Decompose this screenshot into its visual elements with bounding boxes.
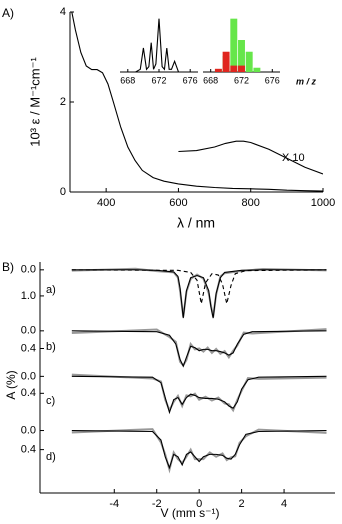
x-tick-label: 400 [97, 197, 115, 209]
panel-label: B) [2, 260, 14, 274]
x-tick-label: -2 [152, 498, 162, 510]
x-tick-label: 672 [234, 75, 249, 85]
y-tick-label: 1.0 [21, 290, 36, 302]
line [71, 330, 327, 368]
bar [245, 51, 253, 72]
x-tick-label: 600 [169, 197, 187, 209]
bar [214, 68, 222, 72]
line [71, 375, 327, 415]
y-tick-label: 0.4 [21, 387, 36, 399]
y-tick-label: 4 [60, 6, 66, 18]
x-axis-label: m / z [296, 76, 317, 86]
plot [214, 18, 261, 73]
bar [238, 40, 245, 72]
y-tick-label: 0.0 [21, 264, 36, 276]
trace-label: a) [46, 284, 56, 296]
x-tick-label: 800 [242, 197, 260, 209]
y-axis-label: A (%) [4, 370, 18, 399]
trace-label: b) [46, 341, 56, 353]
x-tick-label: 4 [281, 498, 287, 510]
annotation: X 10 [282, 152, 305, 164]
plot [71, 12, 323, 192]
x-axis-label: λ / nm [177, 215, 215, 231]
x-tick-label: 676 [183, 75, 198, 85]
trace-label: d) [46, 451, 56, 463]
line [71, 428, 327, 474]
bar [230, 65, 238, 72]
bar [238, 65, 245, 72]
bar [230, 18, 238, 73]
line [71, 429, 327, 470]
bar [253, 67, 261, 72]
plot [71, 267, 327, 319]
plot [71, 373, 327, 415]
y-tick-label: 0.4 [21, 444, 36, 456]
y-tick-label: 2 [60, 96, 66, 108]
y-tick-label: 0.0 [21, 424, 36, 436]
x-tick-label: 676 [265, 75, 280, 85]
y-tick-label: 0 [60, 186, 66, 198]
trace-label: c) [46, 395, 55, 407]
x-tick-label: 668 [203, 75, 218, 85]
plot [71, 328, 327, 368]
bar [222, 51, 230, 72]
dashed-line [71, 269, 327, 304]
y-tick-label: 0.0 [21, 325, 36, 337]
panel-label: A) [2, 6, 14, 20]
x-tick-label: 2 [239, 498, 245, 510]
line [71, 269, 327, 319]
y-tick-label: 0.4 [21, 342, 36, 354]
plot [120, 18, 198, 73]
line [120, 18, 198, 73]
x-tick-label: 1000 [311, 197, 335, 209]
x-tick-label: 0 [196, 498, 202, 510]
y-axis-label: 10³ ε / M⁻¹cm⁻¹ [27, 57, 42, 147]
y-tick-label: 0.0 [21, 370, 36, 382]
line [71, 373, 327, 413]
x-tick-label: 668 [120, 75, 135, 85]
x-axis-label: V (mm s⁻¹) [161, 506, 220, 520]
plot [71, 428, 327, 474]
line [71, 328, 327, 367]
line [178, 140, 323, 175]
x-tick-label: -4 [109, 498, 119, 510]
line [71, 12, 323, 192]
x-tick-label: 672 [151, 75, 166, 85]
